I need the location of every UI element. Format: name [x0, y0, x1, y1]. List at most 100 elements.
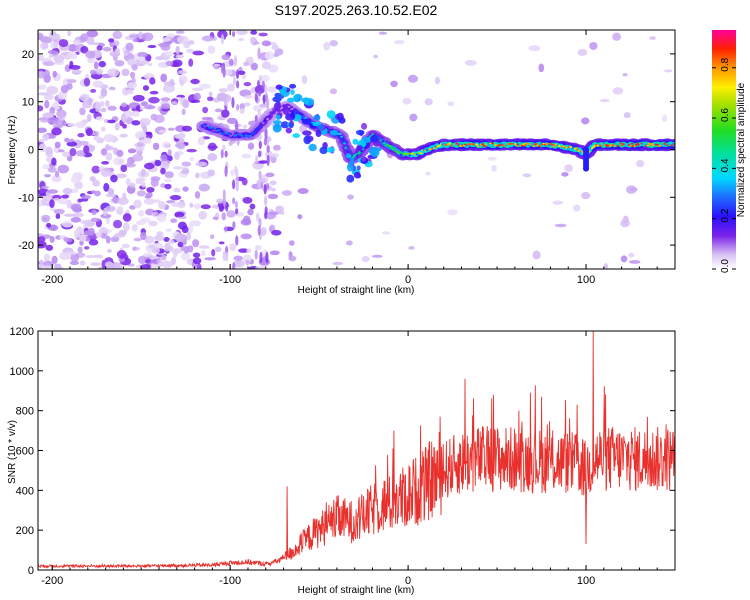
- noise-blob: [214, 108, 223, 113]
- noise-blob: [402, 97, 412, 105]
- noise-blob: [107, 105, 117, 111]
- noise-blob: [247, 208, 254, 216]
- noise-blob: [108, 86, 116, 91]
- ridge-mark: [432, 147, 436, 150]
- noise-blob: [122, 222, 130, 232]
- noise-blob: [258, 217, 262, 228]
- noise-blob: [42, 133, 50, 142]
- noise-blob: [53, 55, 65, 63]
- ridge-mark: [362, 136, 371, 144]
- noise-blob: [133, 237, 142, 242]
- noise-blob: [538, 63, 545, 73]
- noise-blob: [101, 259, 106, 269]
- noise-blob: [147, 63, 153, 67]
- noise-blob: [239, 103, 245, 111]
- ridge-mark: [344, 146, 348, 149]
- noise-blob: [190, 78, 200, 85]
- noise-blob: [259, 74, 270, 83]
- colorbar-axis: 0.0 0.2 0.4 0.6 0.8: [712, 57, 736, 273]
- noise-blob: [150, 263, 157, 269]
- noise-blob: [136, 190, 147, 197]
- ridge-mark: [370, 134, 379, 143]
- noise-blob: [104, 100, 110, 107]
- noise-blob: [189, 220, 201, 227]
- noise-blob: [249, 56, 254, 65]
- noise-blob: [127, 148, 137, 154]
- ridge-mark: [222, 133, 225, 136]
- noise-blob: [49, 199, 55, 208]
- snr-ytick-label: 800: [16, 406, 34, 418]
- noise-blob: [44, 93, 54, 101]
- noise-blob: [125, 117, 134, 125]
- noise-blob: [125, 42, 134, 51]
- noise-blob: [200, 204, 211, 210]
- noise-blob: [255, 245, 262, 250]
- noise-blob: [424, 98, 433, 106]
- noise-blob: [63, 213, 76, 217]
- noise-blob: [170, 218, 178, 223]
- noise-blob: [266, 97, 270, 106]
- noise-blob: [581, 191, 591, 200]
- noise-blob: [275, 205, 284, 214]
- noise-blob: [268, 211, 279, 216]
- noise-blob: [148, 96, 160, 104]
- noise-blob: [101, 160, 110, 165]
- noise-blob: [122, 123, 127, 129]
- noise-blob: [220, 64, 224, 74]
- ridge-mark: [356, 165, 361, 171]
- noise-blob: [142, 125, 148, 133]
- noise-blob: [57, 198, 70, 205]
- noise-blob: [265, 182, 270, 190]
- noise-blob: [160, 103, 171, 110]
- ridge-mark: [296, 111, 299, 114]
- ridge-mark: [532, 145, 536, 148]
- noise-blob: [265, 251, 269, 264]
- ridge-mark: [272, 123, 282, 133]
- ridge-mark: [315, 129, 322, 138]
- noise-blob: [181, 125, 192, 132]
- noise-blob: [225, 201, 229, 212]
- noise-blob: [58, 39, 69, 48]
- ridge-mark: [408, 154, 412, 157]
- noise-blob: [42, 217, 48, 221]
- noise-blob: [447, 101, 455, 107]
- noise-blob: [69, 148, 77, 157]
- noise-blob: [158, 200, 166, 210]
- noise-blob: [222, 196, 226, 207]
- ridge-mark: [210, 126, 214, 129]
- noise-blob: [264, 206, 268, 216]
- colorbar-tick-label: 0.0: [720, 259, 731, 273]
- noise-blob: [259, 251, 263, 264]
- noise-blob: [161, 260, 173, 269]
- noise-blob: [187, 40, 195, 45]
- ridge-mark: [659, 144, 662, 147]
- noise-blob: [79, 93, 90, 102]
- noise-blob: [98, 60, 107, 68]
- noise-blob: [220, 149, 224, 159]
- noise-blob: [96, 45, 103, 51]
- noise-blob: [229, 243, 237, 251]
- noise-blob: [72, 212, 84, 218]
- noise-blob: [156, 231, 164, 236]
- snr-ytick-label: 0: [28, 565, 34, 577]
- ridge-mark: [301, 97, 309, 103]
- ridge-mark: [503, 142, 507, 145]
- noise-blob: [214, 246, 222, 252]
- noise-blob: [111, 262, 123, 269]
- noise-blob: [95, 68, 104, 75]
- noise-blob: [198, 210, 207, 220]
- noise-blob: [167, 127, 175, 131]
- ridge-mark: [361, 155, 366, 163]
- noise-blob: [131, 224, 138, 232]
- noise-blob: [629, 187, 638, 192]
- noise-blob: [42, 112, 55, 119]
- noise-blob: [143, 198, 156, 205]
- noise-blob: [92, 179, 101, 187]
- ridge-mark: [602, 142, 605, 145]
- ridge-mark: [308, 143, 317, 152]
- ridge-mark: [552, 145, 555, 148]
- noise-blob: [254, 114, 258, 123]
- noise-blob: [46, 85, 58, 95]
- noise-blob: [649, 36, 656, 41]
